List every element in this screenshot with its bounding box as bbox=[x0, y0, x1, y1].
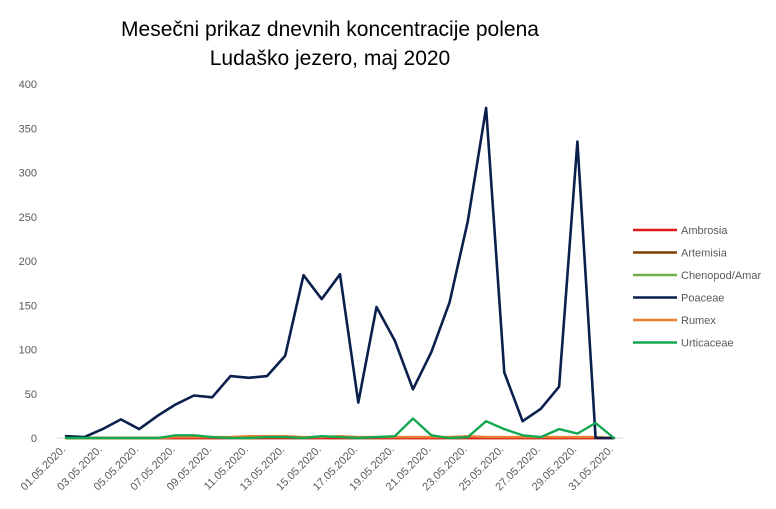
legend-label-artemisia: Artemisia bbox=[681, 248, 728, 260]
legend-label-ambrosia: Ambrosia bbox=[681, 225, 728, 237]
legend-label-urticaceae: Urticaceae bbox=[681, 338, 734, 350]
y-tick-label: 400 bbox=[19, 79, 37, 91]
chart-title-line-1: Mesečni prikaz dnevnih koncentracije pol… bbox=[121, 18, 539, 41]
y-tick-label: 300 bbox=[19, 168, 37, 180]
y-tick-label: 250 bbox=[19, 212, 37, 224]
y-tick-label: 0 bbox=[31, 433, 37, 445]
y-tick-label: 150 bbox=[19, 300, 37, 312]
series-line-poaceae bbox=[64, 106, 616, 440]
chart-title-line-2: Ludaško jezero, maj 2020 bbox=[209, 47, 451, 70]
legend-label-chenopod-amar: Chenopod/Amar bbox=[681, 270, 761, 282]
y-tick-label: 100 bbox=[19, 345, 37, 357]
y-tick-label: 350 bbox=[19, 123, 37, 135]
legend-label-poaceae: Poaceae bbox=[681, 293, 724, 305]
y-tick-label: 200 bbox=[19, 256, 37, 268]
series-line-urticaceae bbox=[64, 417, 616, 440]
legend-label-rumex: Rumex bbox=[681, 315, 716, 327]
y-tick-label: 50 bbox=[25, 389, 37, 401]
